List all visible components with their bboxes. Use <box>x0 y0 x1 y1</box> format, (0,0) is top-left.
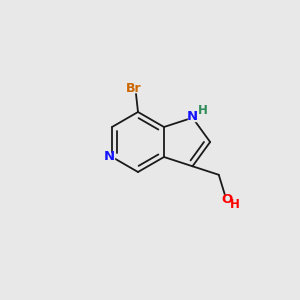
Text: Br: Br <box>126 82 142 95</box>
Text: N: N <box>103 151 115 164</box>
Bar <box>188 112 197 121</box>
Bar <box>104 152 114 161</box>
Bar <box>223 195 232 204</box>
Text: H: H <box>230 198 240 211</box>
Text: O: O <box>222 193 233 206</box>
Text: N: N <box>187 110 198 123</box>
Text: H: H <box>198 104 207 117</box>
